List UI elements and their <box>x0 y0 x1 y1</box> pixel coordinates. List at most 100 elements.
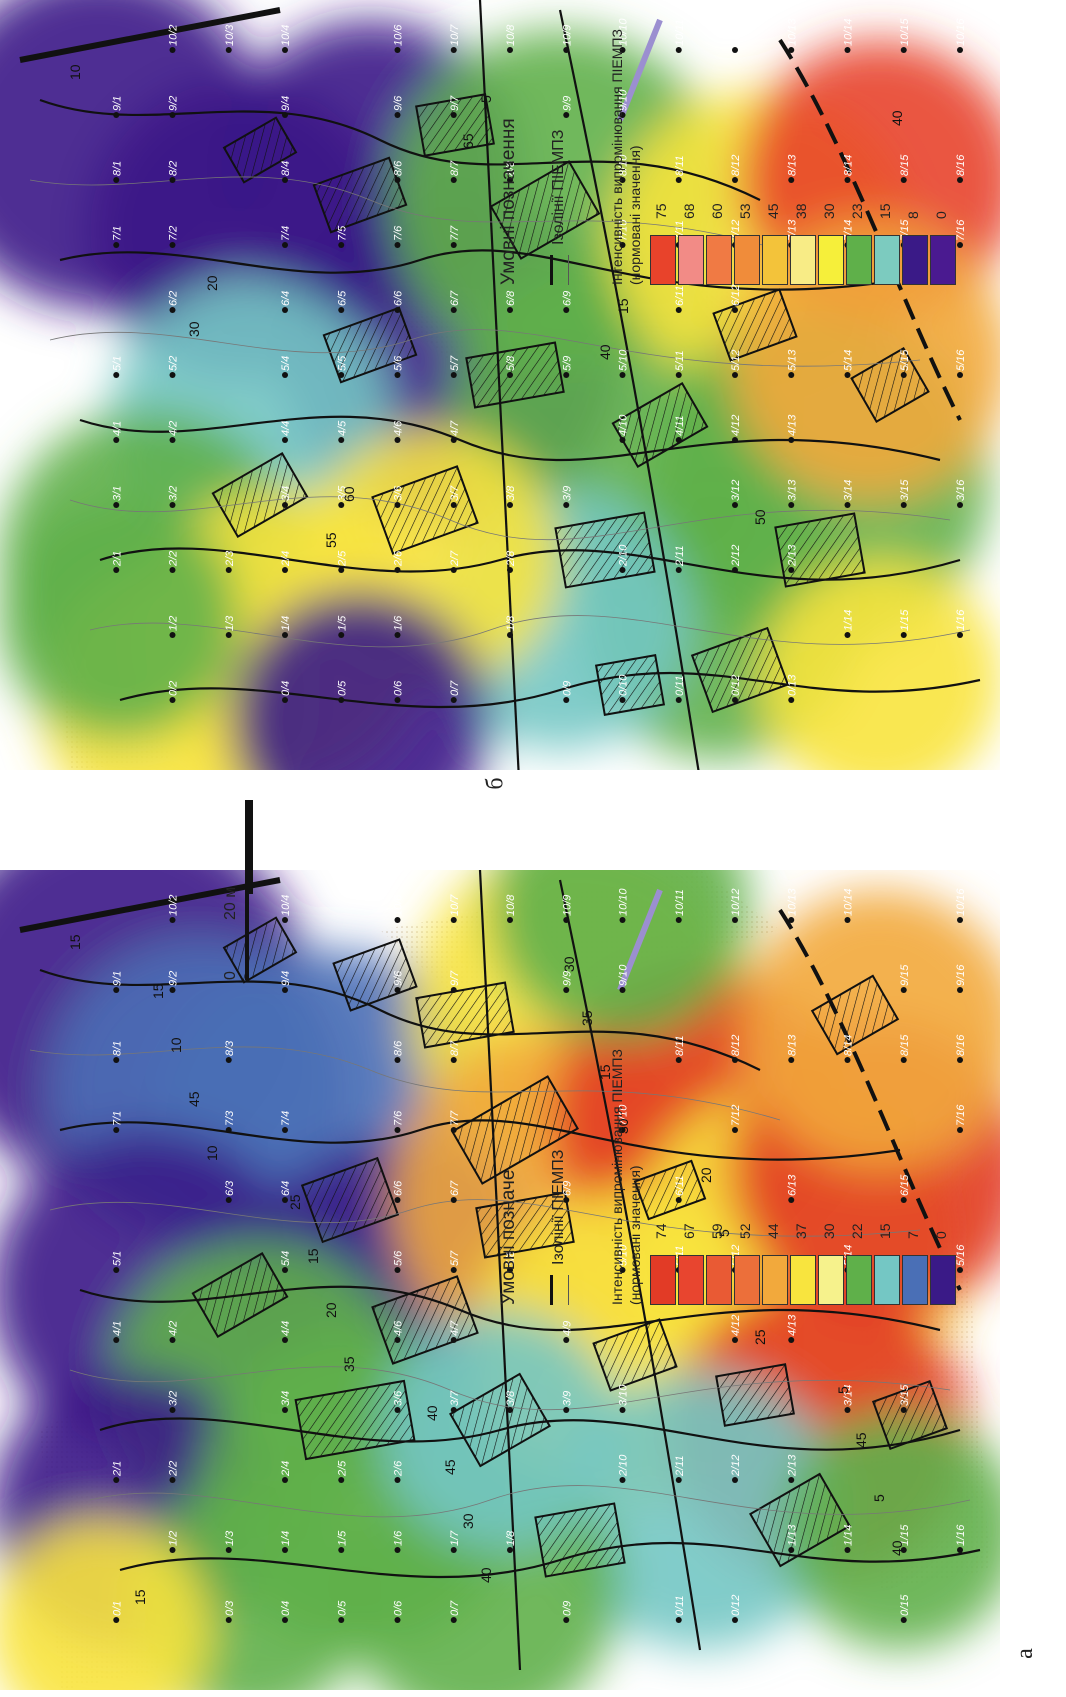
point-label: 6/3 <box>224 1180 236 1196</box>
isoline-label: 40 <box>889 110 905 126</box>
measurement-point <box>282 987 288 993</box>
point-label: 8/10 <box>618 154 630 176</box>
measurement-point <box>844 632 851 638</box>
measurement-point <box>788 502 795 508</box>
isoline-label: 60 <box>341 486 357 502</box>
point-label: 9/1 <box>111 971 123 986</box>
measurement-point <box>282 112 288 118</box>
scale-swatch <box>874 235 900 285</box>
isoline-label: 5 <box>835 1386 851 1394</box>
isoline-label: 5 <box>716 1229 732 1237</box>
point-label: 10/8 <box>505 894 517 916</box>
isoline <box>79 1285 941 1332</box>
measurement-point <box>563 1197 570 1203</box>
measurement-point <box>169 437 176 443</box>
measurement-point <box>450 242 457 248</box>
measurement-point <box>169 1547 176 1553</box>
measurement-point <box>282 1617 288 1623</box>
scale-value: 45 <box>765 203 781 219</box>
isolines-a <box>19 870 981 1671</box>
measurement-point <box>507 177 513 183</box>
measurement-point <box>394 1057 401 1063</box>
point-label: 9/1 <box>111 96 123 111</box>
hatched-building-icon <box>371 465 479 555</box>
heatmap-a: 7/1 8/1 9/1 10/2 9/2 8/3 7/3 6/3 5/1 4/1 2/1 0/1 1/2… <box>0 870 1000 1690</box>
measurement-point <box>338 697 345 703</box>
measurement-point <box>450 47 457 53</box>
measurement-point <box>619 177 626 183</box>
point-label: 1/13 <box>786 1524 798 1546</box>
isoline-label: 15 <box>597 1064 613 1080</box>
measurement-point <box>732 1337 738 1343</box>
point-label: 5/9 <box>561 356 573 371</box>
measurement-point <box>507 47 513 53</box>
measurement-point <box>619 437 626 443</box>
hatched-buildings-b <box>211 93 930 716</box>
scale-value: 30 <box>821 203 837 219</box>
legend-b: Умовні позначення Ізолінії ПІЕМПЗ Інтенс… <box>490 0 1050 285</box>
point-label: 1/8 <box>505 1530 517 1546</box>
point-label: 0/10 <box>618 674 630 696</box>
point-label: 3/1 <box>111 486 123 501</box>
scale-swatch <box>790 1255 816 1305</box>
point-label: 0/2 <box>168 681 180 696</box>
point-label: 10/7 <box>449 24 461 46</box>
measurement-point <box>394 502 401 508</box>
point-label: 10/14 <box>843 18 855 46</box>
hatched-building-icon <box>222 916 298 984</box>
point-label: 6/4 <box>280 291 292 306</box>
measurement-point <box>338 1617 345 1623</box>
measurement-point <box>394 1267 401 1273</box>
measurement-point <box>113 1617 120 1623</box>
isoline-label: 25 <box>287 1194 303 1210</box>
point-label: 2/13 <box>786 1454 798 1477</box>
measurement-point <box>900 47 907 53</box>
point-label: 7/1 <box>111 226 123 241</box>
measurement-point <box>394 697 401 703</box>
hatched-building-icon <box>465 341 565 409</box>
hatched-building-icon <box>322 306 418 384</box>
point-label: 6/2 <box>168 291 180 306</box>
isoline-minor <box>69 496 951 541</box>
measurement-point <box>788 1337 795 1343</box>
point-label: 10/9 <box>561 895 573 916</box>
point-label: 8/7 <box>449 1040 461 1056</box>
point-label: 6/11 <box>674 285 686 306</box>
scale-entry: 0 <box>930 165 956 285</box>
scale-swatch <box>678 235 704 285</box>
measurement-point <box>788 177 795 183</box>
measurement-point <box>394 177 401 183</box>
isoline-label: 10 <box>67 64 83 80</box>
point-label: 7/1 <box>111 1111 123 1126</box>
point-label: 9/9 <box>561 96 573 111</box>
measurement-point <box>282 177 288 183</box>
measurement-point <box>957 1547 963 1553</box>
isoline <box>39 98 761 201</box>
scale-swatch <box>818 235 844 285</box>
point-label: 6/8 <box>505 290 517 306</box>
point-label: 1/5 <box>336 615 348 631</box>
measurement-point <box>338 372 345 378</box>
measurement-point <box>450 1407 457 1413</box>
point-label: 3/2 <box>168 486 180 501</box>
measurement-point <box>844 1057 851 1063</box>
point-label: 8/14 <box>843 1035 855 1056</box>
scale-value: 0 <box>933 1231 949 1239</box>
measurement-point <box>619 567 626 573</box>
measurement-point <box>225 1617 232 1623</box>
point-label: 8/13 <box>786 154 798 176</box>
point-label: 5/6 <box>393 355 405 371</box>
point-label: 5/16 <box>955 349 967 371</box>
scale-entry: 59 <box>706 1185 732 1305</box>
legend-title: Умовні позначення <box>498 118 519 285</box>
measurement-point <box>450 502 457 508</box>
measurement-point <box>282 632 288 638</box>
point-label: 3/6 <box>393 1390 405 1406</box>
point-label: 4/13 <box>786 414 798 436</box>
point-label: 1/16 <box>955 1524 967 1546</box>
point-label: 8/12 <box>730 1035 742 1056</box>
point-label: 7/2 <box>168 226 180 241</box>
scale-value: 15 <box>877 1223 893 1239</box>
measurement-point <box>788 1547 795 1553</box>
point-label: 5/1 <box>111 356 123 371</box>
